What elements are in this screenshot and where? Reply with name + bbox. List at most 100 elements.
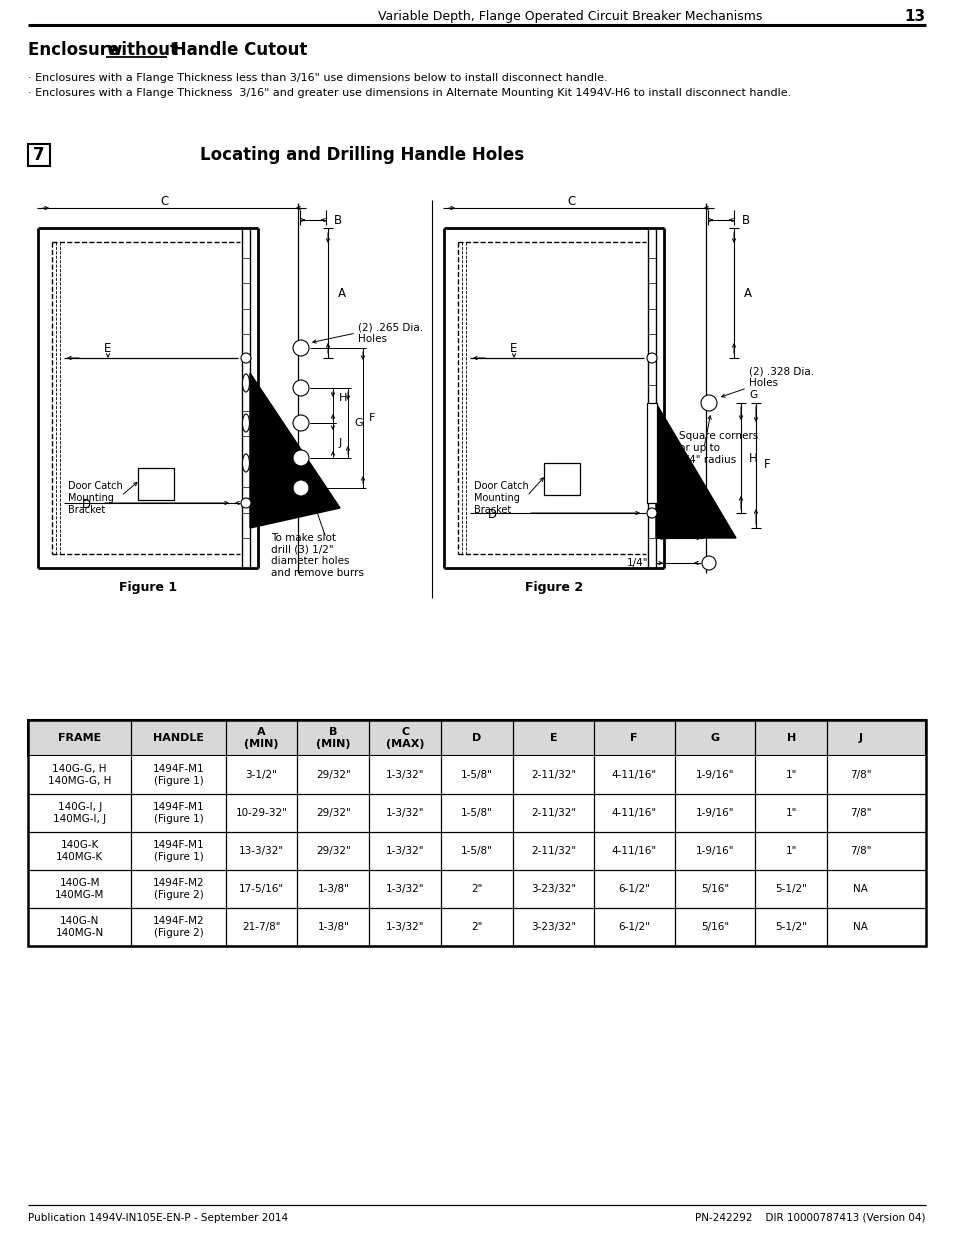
Text: 1-3/8": 1-3/8" (317, 923, 349, 932)
Circle shape (646, 508, 657, 517)
Text: 140G-M
140MG-M: 140G-M 140MG-M (55, 878, 104, 900)
Ellipse shape (242, 454, 250, 472)
Text: 5-1/2": 5-1/2" (775, 884, 806, 894)
Bar (28, 794, 925, 832)
Text: FRAME: FRAME (58, 734, 101, 743)
Text: 1-9/16": 1-9/16" (695, 846, 734, 856)
Text: 1-5/8": 1-5/8" (460, 769, 493, 781)
Text: Enclosure: Enclosure (28, 41, 125, 59)
Bar (28, 720, 925, 756)
Text: A
(MIN): A (MIN) (244, 727, 278, 748)
Text: Variable Depth, Flange Operated Circuit Breaker Mechanisms: Variable Depth, Flange Operated Circuit … (377, 10, 761, 22)
Text: Door Catch
Mounting
Bracket: Door Catch Mounting Bracket (68, 482, 123, 515)
Text: PN-242292    DIR 10000787413 (Version 04): PN-242292 DIR 10000787413 (Version 04) (695, 1213, 925, 1223)
Text: E: E (549, 734, 557, 743)
Text: HANDLE: HANDLE (152, 734, 204, 743)
Circle shape (293, 480, 309, 496)
Text: 1": 1" (784, 846, 796, 856)
Text: 1-3/32": 1-3/32" (386, 769, 424, 781)
Text: Figure 1: Figure 1 (119, 582, 177, 594)
Circle shape (241, 353, 251, 363)
Text: Square corners
or up to
1/4" radius: Square corners or up to 1/4" radius (679, 431, 758, 464)
Text: J: J (858, 734, 862, 743)
Text: 1": 1" (784, 769, 796, 781)
Text: To make slot
drill (3) 1/2"
diameter holes
and remove burrs: To make slot drill (3) 1/2" diameter hol… (271, 534, 364, 578)
Text: (2) .328 Dia.
Holes
G: (2) .328 Dia. Holes G (748, 367, 813, 400)
Circle shape (293, 380, 309, 396)
Text: · Enclosures with a Flange Thickness less than 3/16" use dimensions below to ins: · Enclosures with a Flange Thickness les… (28, 73, 607, 83)
Text: A: A (743, 287, 751, 300)
Bar (28, 832, 925, 869)
Text: 29/32": 29/32" (315, 769, 351, 781)
Text: 6-1/2": 6-1/2" (618, 884, 649, 894)
Polygon shape (656, 403, 735, 538)
Text: 140G-K
140MG-K: 140G-K 140MG-K (56, 840, 103, 862)
Text: F: F (763, 458, 770, 472)
Text: NA: NA (853, 923, 867, 932)
Text: E: E (510, 342, 517, 354)
Bar (138, 468, 173, 500)
Text: 1": 1" (784, 808, 796, 818)
Bar (543, 463, 579, 495)
Text: 1/2": 1/2" (667, 526, 689, 536)
Text: 5/16": 5/16" (700, 884, 728, 894)
Text: 1-9/16": 1-9/16" (695, 769, 734, 781)
Text: 21-7/8": 21-7/8" (242, 923, 280, 932)
Circle shape (646, 353, 657, 363)
Text: 1-3/32": 1-3/32" (386, 923, 424, 932)
Text: 2": 2" (471, 923, 482, 932)
Bar (28, 144, 50, 165)
Text: Door Catch
Mounting
Bracket: Door Catch Mounting Bracket (474, 482, 528, 515)
Text: D: D (488, 509, 497, 521)
Text: Handle Cutout: Handle Cutout (167, 41, 307, 59)
Text: F: F (630, 734, 638, 743)
Text: Publication 1494V-IN105E-EN-P - September 2014: Publication 1494V-IN105E-EN-P - Septembe… (28, 1213, 288, 1223)
Text: 1-9/16": 1-9/16" (695, 808, 734, 818)
Text: 29/32": 29/32" (315, 846, 351, 856)
Text: G: G (354, 417, 362, 429)
Text: B
(MIN): B (MIN) (315, 727, 350, 748)
Text: NA: NA (853, 884, 867, 894)
Text: 1494F-M1
(Figure 1): 1494F-M1 (Figure 1) (152, 803, 204, 824)
Text: 3-1/2": 3-1/2" (245, 769, 277, 781)
Text: B: B (334, 214, 342, 226)
Text: 1494F-M1
(Figure 1): 1494F-M1 (Figure 1) (152, 840, 204, 862)
Text: H: H (338, 393, 347, 403)
Text: 1-3/32": 1-3/32" (386, 846, 424, 856)
Circle shape (241, 498, 251, 508)
Text: 4-11/16": 4-11/16" (611, 769, 656, 781)
Text: 10-29-32": 10-29-32" (235, 808, 287, 818)
Text: 4-11/16": 4-11/16" (611, 846, 656, 856)
Text: 140G-N
140MG-N: 140G-N 140MG-N (55, 916, 104, 937)
Text: 3-23/32": 3-23/32" (530, 884, 576, 894)
Text: C: C (567, 194, 576, 207)
Text: C: C (161, 194, 169, 207)
Text: 2-11/32": 2-11/32" (530, 846, 576, 856)
Text: 17-5/16": 17-5/16" (238, 884, 284, 894)
Bar (28, 720, 925, 946)
Text: 2-11/32": 2-11/32" (530, 769, 576, 781)
Text: 5-1/2": 5-1/2" (775, 923, 806, 932)
Ellipse shape (242, 414, 250, 432)
Text: 140G-G, H
140MG-G, H: 140G-G, H 140MG-G, H (48, 764, 112, 785)
Text: (2) .265 Dia.
Holes: (2) .265 Dia. Holes (357, 322, 423, 343)
Text: 5/16": 5/16" (700, 923, 728, 932)
Text: 7: 7 (33, 146, 45, 164)
Text: E: E (104, 342, 112, 354)
Text: 7/8": 7/8" (849, 846, 871, 856)
Text: 140G-I, J
140MG-I, J: 140G-I, J 140MG-I, J (53, 803, 106, 824)
Text: 1-3/32": 1-3/32" (386, 808, 424, 818)
Text: A: A (337, 287, 346, 300)
Text: without: without (106, 41, 178, 59)
Text: G: G (710, 734, 719, 743)
Text: 1-3/8": 1-3/8" (317, 884, 349, 894)
Text: 13-3/32": 13-3/32" (238, 846, 284, 856)
Polygon shape (250, 373, 339, 529)
Text: 29/32": 29/32" (315, 808, 351, 818)
Bar (28, 756, 925, 794)
Text: 1/4": 1/4" (626, 558, 647, 568)
Circle shape (701, 556, 716, 571)
Circle shape (293, 450, 309, 466)
Text: 13: 13 (903, 9, 924, 23)
Text: 7/8": 7/8" (849, 769, 871, 781)
